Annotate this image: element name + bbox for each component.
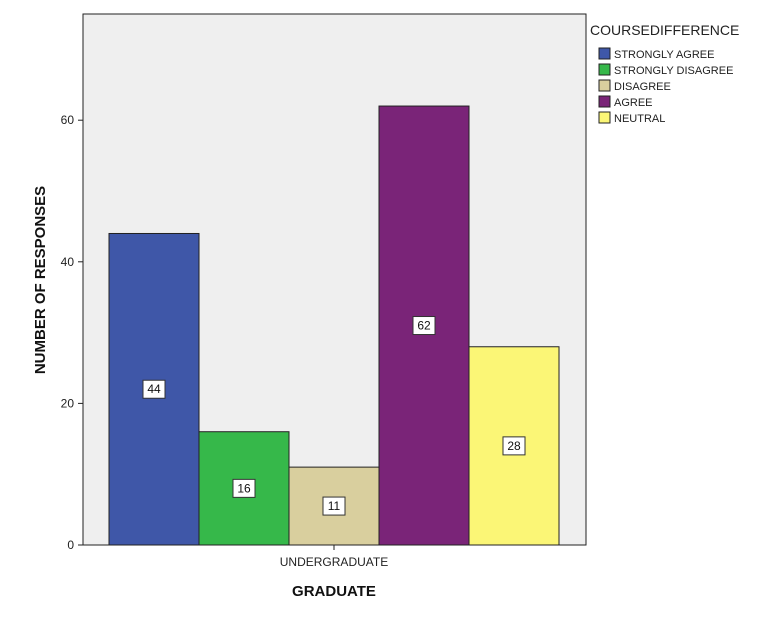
data-label: 44 [147, 382, 161, 396]
legend-swatch [598, 79, 611, 92]
x-tick-label: UNDERGRADUATE [280, 555, 388, 569]
x-axis-title: GRADUATE [292, 583, 376, 600]
legend-swatch [598, 95, 611, 108]
legend-label: STRONGLY DISAGREE [614, 65, 733, 77]
data-label-box [502, 436, 526, 456]
legend-label: DISAGREE [614, 81, 671, 93]
data-label: 16 [237, 481, 251, 495]
legend-swatch [598, 63, 611, 76]
data-label-box [142, 379, 166, 399]
data-label: 62 [417, 319, 431, 333]
y-ticks: 0 20 40 60 [61, 113, 83, 552]
data-label-box [412, 316, 436, 336]
bars [108, 105, 560, 546]
bar-labels: 44 16 11 62 28 [142, 316, 526, 516]
data-label: 11 [328, 499, 341, 513]
y-tick-label: 40 [61, 255, 75, 269]
data-label: 28 [507, 439, 521, 453]
legend-label: NEUTRAL [614, 113, 665, 125]
data-label-box [232, 478, 256, 498]
legend-swatch [598, 111, 611, 124]
data-label-box [322, 496, 346, 516]
legend-label: STRONGLY AGREE [614, 49, 714, 61]
x-axis: UNDERGRADUATE [83, 544, 586, 569]
legend-title: COURSEDIFFERENCE [590, 22, 739, 38]
legend-items: STRONGLY AGREE STRONGLY DISAGREE DISAGREE A… [598, 47, 733, 125]
y-tick-label: 20 [61, 396, 75, 410]
y-tick-label: 0 [67, 538, 74, 552]
legend-swatch [598, 47, 611, 60]
y-axis-title: NUMBER OF RESPONSES [32, 186, 49, 374]
legend-label: AGREE [614, 97, 653, 109]
legend: COURSEDIFFERENCE STRONGLY AGREESTRONGLY … [590, 22, 739, 125]
y-tick-label: 60 [61, 113, 75, 127]
